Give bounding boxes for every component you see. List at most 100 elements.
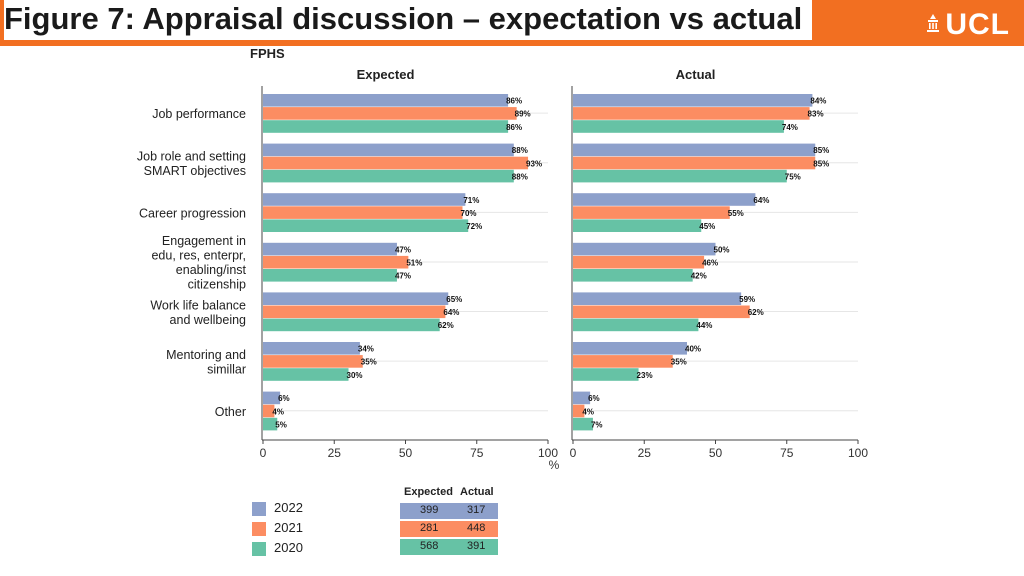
category-label: citizenship xyxy=(188,278,246,292)
bar xyxy=(263,269,397,282)
bar xyxy=(573,156,816,170)
bar xyxy=(263,368,349,381)
category-label: Mentoring and xyxy=(166,348,246,362)
bar-label: 59% xyxy=(739,295,755,304)
x-tick-label: 100 xyxy=(538,446,558,460)
bar xyxy=(573,193,756,206)
slide-title: Figure 7: Appraisal discussion – expecta… xyxy=(4,0,813,40)
bar-label: 50% xyxy=(714,245,730,254)
legend-item-2022: 2022 xyxy=(252,500,342,520)
bar-label: 6% xyxy=(278,394,290,403)
category-label: Work life balance xyxy=(150,298,246,312)
x-tick-label: 100 xyxy=(848,446,868,460)
bar xyxy=(263,156,529,170)
x-tick-label: 75 xyxy=(470,446,484,460)
bar xyxy=(263,219,469,232)
bar-label: 65% xyxy=(446,295,462,304)
bar xyxy=(263,417,278,431)
table-row: 399 317 xyxy=(400,503,498,519)
bar xyxy=(263,120,509,133)
legend-swatch-2022 xyxy=(252,502,266,516)
legend-label-2020: 2020 xyxy=(274,540,303,555)
bar-label: 51% xyxy=(406,259,422,268)
table-row: 568 391 xyxy=(400,539,498,555)
table-cell-actual: 391 xyxy=(467,540,486,552)
category-label: enabling/inst xyxy=(176,263,247,277)
bar-label: 62% xyxy=(748,308,764,317)
legend-item-2020: 2020 xyxy=(252,540,342,560)
bar xyxy=(573,143,816,157)
bar xyxy=(263,94,509,107)
bar xyxy=(263,193,466,206)
bar-label: 30% xyxy=(347,371,363,380)
x-tick-label: 25 xyxy=(328,446,342,460)
bar xyxy=(573,305,750,319)
bar-label: 93% xyxy=(526,159,542,168)
panel-title-expected: Expected xyxy=(357,67,415,82)
bar-label: 85% xyxy=(813,146,829,155)
x-tick-label: 0 xyxy=(260,446,267,460)
bar xyxy=(573,391,591,405)
bar xyxy=(263,355,363,368)
bar-label: 40% xyxy=(685,345,701,354)
x-axis-label: % xyxy=(549,458,560,472)
bar-label: 7% xyxy=(591,420,603,429)
bar xyxy=(573,318,699,332)
bar-label: 6% xyxy=(588,394,600,403)
bar-label: 86% xyxy=(506,123,522,132)
table-cell-actual: 317 xyxy=(467,504,486,516)
bar xyxy=(573,242,716,256)
category-label: Job role and setting xyxy=(137,150,246,164)
bar-label: 45% xyxy=(699,222,715,231)
bar xyxy=(573,417,593,431)
bar xyxy=(573,219,702,232)
bar-label: 89% xyxy=(515,110,531,119)
bar xyxy=(263,242,397,256)
bar-label: 42% xyxy=(691,272,707,281)
bar-label: 88% xyxy=(512,172,528,181)
bar-label: 64% xyxy=(443,308,459,317)
legend-label-2021: 2021 xyxy=(274,520,303,535)
bar-label: 4% xyxy=(582,407,594,416)
legend-swatch-2021 xyxy=(252,522,266,536)
bar-label: 83% xyxy=(808,110,824,119)
bar xyxy=(573,94,813,107)
bar-label: 46% xyxy=(702,259,718,268)
legend-swatch-2020 xyxy=(252,542,266,556)
bar xyxy=(263,305,446,319)
table-cell-expected: 281 xyxy=(420,522,439,534)
bar-label: 64% xyxy=(753,196,769,205)
bar xyxy=(573,368,639,381)
bar-label: 86% xyxy=(506,97,522,106)
table-cell-expected: 568 xyxy=(420,540,439,552)
bar-label: 71% xyxy=(463,196,479,205)
bar xyxy=(573,404,585,418)
x-tick-label: 50 xyxy=(399,446,413,460)
bar xyxy=(573,206,730,219)
table-header-expected: Expected xyxy=(404,486,453,498)
bar-label: 23% xyxy=(637,371,653,380)
bar xyxy=(573,169,787,183)
ucl-logo: UCL xyxy=(927,8,1010,42)
bar-label: 72% xyxy=(466,222,482,231)
bar xyxy=(573,269,693,282)
table-row: 281 448 xyxy=(400,521,498,537)
bar xyxy=(573,107,810,120)
bar xyxy=(263,404,275,418)
bar-label: 75% xyxy=(785,172,801,181)
category-label: simillar xyxy=(207,362,246,376)
portico-icon xyxy=(927,14,940,32)
bar xyxy=(263,318,440,332)
chart-supertitle: FPHS xyxy=(250,46,285,61)
header-bar: Figure 7: Appraisal discussion – expecta… xyxy=(0,0,1024,46)
category-label: Career progression xyxy=(139,206,246,220)
bar-label: 47% xyxy=(395,245,411,254)
bar xyxy=(263,342,360,355)
bar xyxy=(263,255,409,269)
x-tick-label: 75 xyxy=(780,446,794,460)
panel-title-actual: Actual xyxy=(676,67,716,82)
bar-label: 70% xyxy=(461,209,477,218)
bar-label: 4% xyxy=(272,407,284,416)
bar-label: 62% xyxy=(438,321,454,330)
bar xyxy=(573,120,784,133)
